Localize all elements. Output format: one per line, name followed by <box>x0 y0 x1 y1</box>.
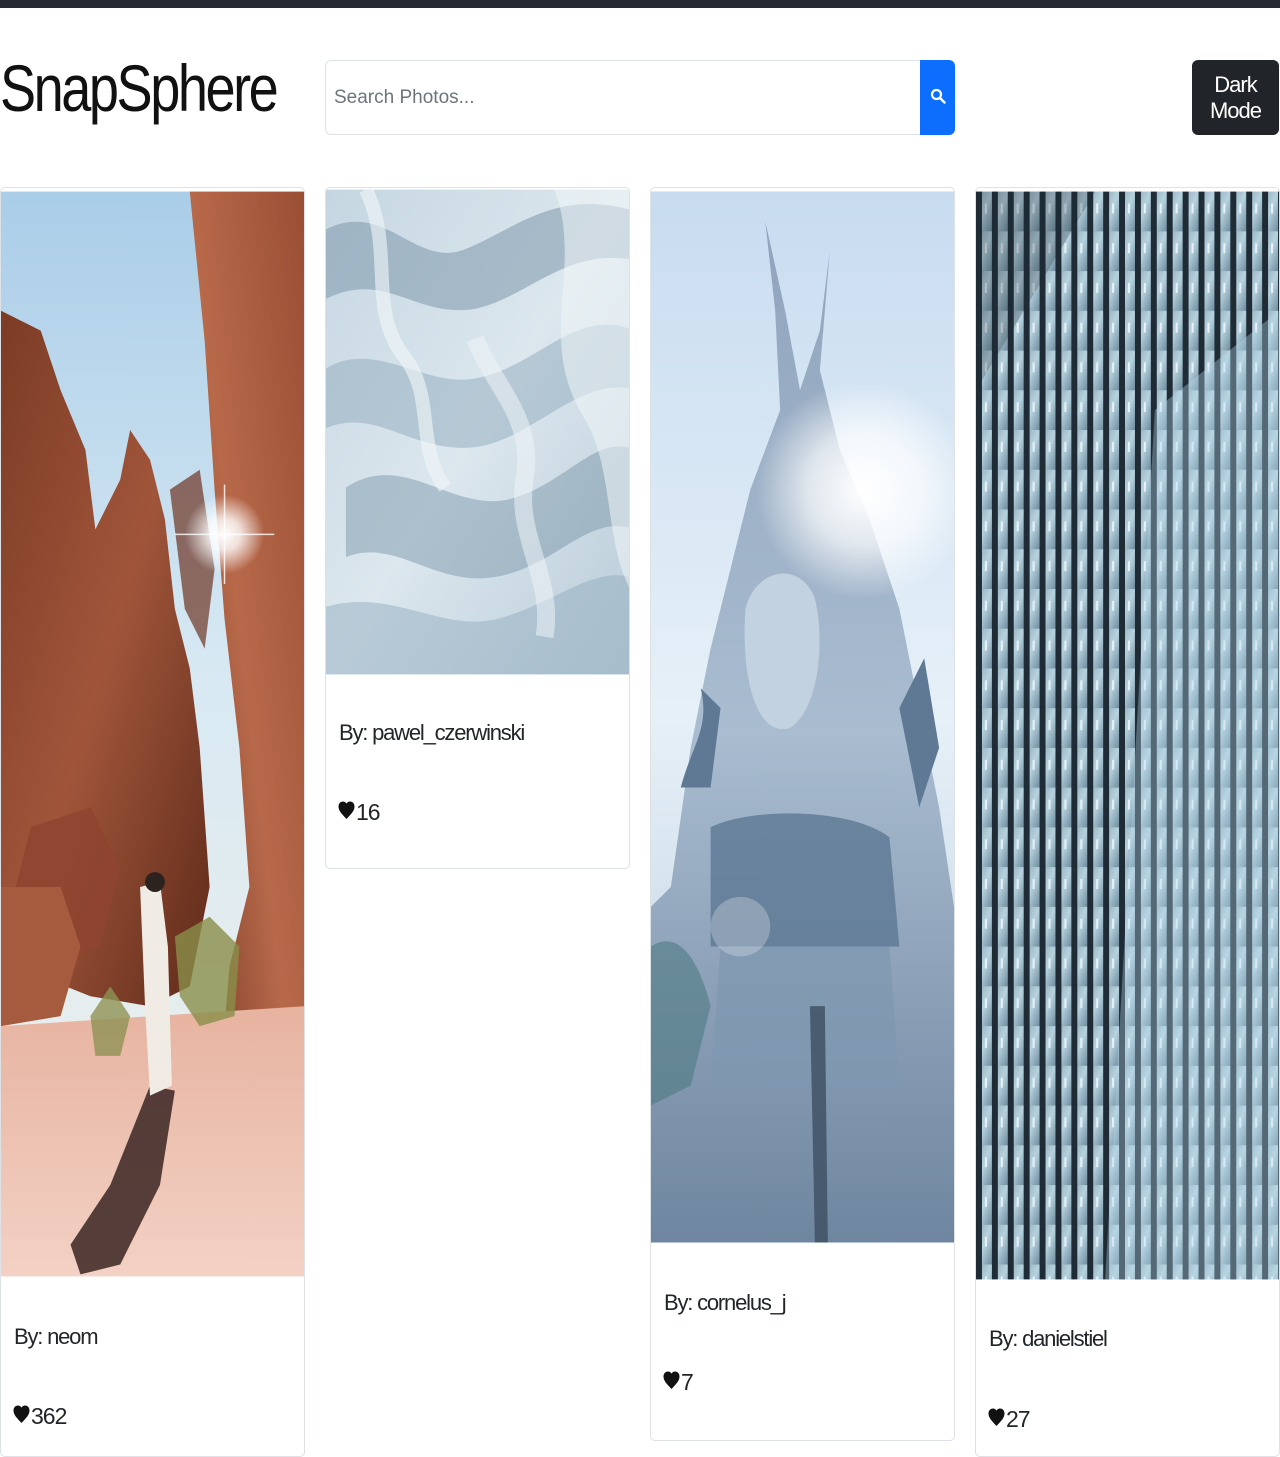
brand-logo[interactable]: SnapSphere <box>0 51 279 125</box>
top-bar <box>0 0 1280 8</box>
heart-icon <box>13 1403 31 1430</box>
photo-card: By: cornelus_j 7 <box>650 187 955 1441</box>
photo-card: By: neom 362 <box>0 187 305 1457</box>
heart-icon <box>663 1369 681 1396</box>
heart-icon <box>988 1406 1006 1433</box>
search-icon <box>930 88 946 107</box>
like-button[interactable]: 27 <box>988 1406 1031 1433</box>
search-form <box>325 60 955 135</box>
photo-author: By: cornelus_j <box>664 1290 787 1315</box>
like-count: 16 <box>356 799 381 825</box>
heart-icon <box>338 799 356 826</box>
like-count: 27 <box>1006 1406 1031 1432</box>
photo-image[interactable] <box>326 188 629 676</box>
dark-mode-button[interactable]: Dark Mode <box>1192 60 1279 135</box>
photo-author: By: neom <box>14 1324 99 1349</box>
like-count: 362 <box>31 1403 67 1429</box>
search-button[interactable] <box>920 60 955 135</box>
search-input[interactable] <box>325 60 921 135</box>
like-count: 7 <box>681 1369 694 1395</box>
like-button[interactable]: 7 <box>663 1369 694 1396</box>
like-button[interactable]: 362 <box>13 1403 67 1430</box>
photo-image[interactable] <box>1 188 304 1280</box>
photo-card: By: danielstiel 27 <box>975 187 1280 1457</box>
photo-author: By: danielstiel <box>989 1326 1108 1351</box>
photo-card: By: pawel_czerwinski 16 <box>325 187 630 869</box>
like-button[interactable]: 16 <box>338 799 381 826</box>
photo-image[interactable] <box>976 188 1279 1283</box>
photo-image[interactable] <box>651 188 954 1246</box>
photo-author: By: pawel_czerwinski <box>339 720 525 745</box>
